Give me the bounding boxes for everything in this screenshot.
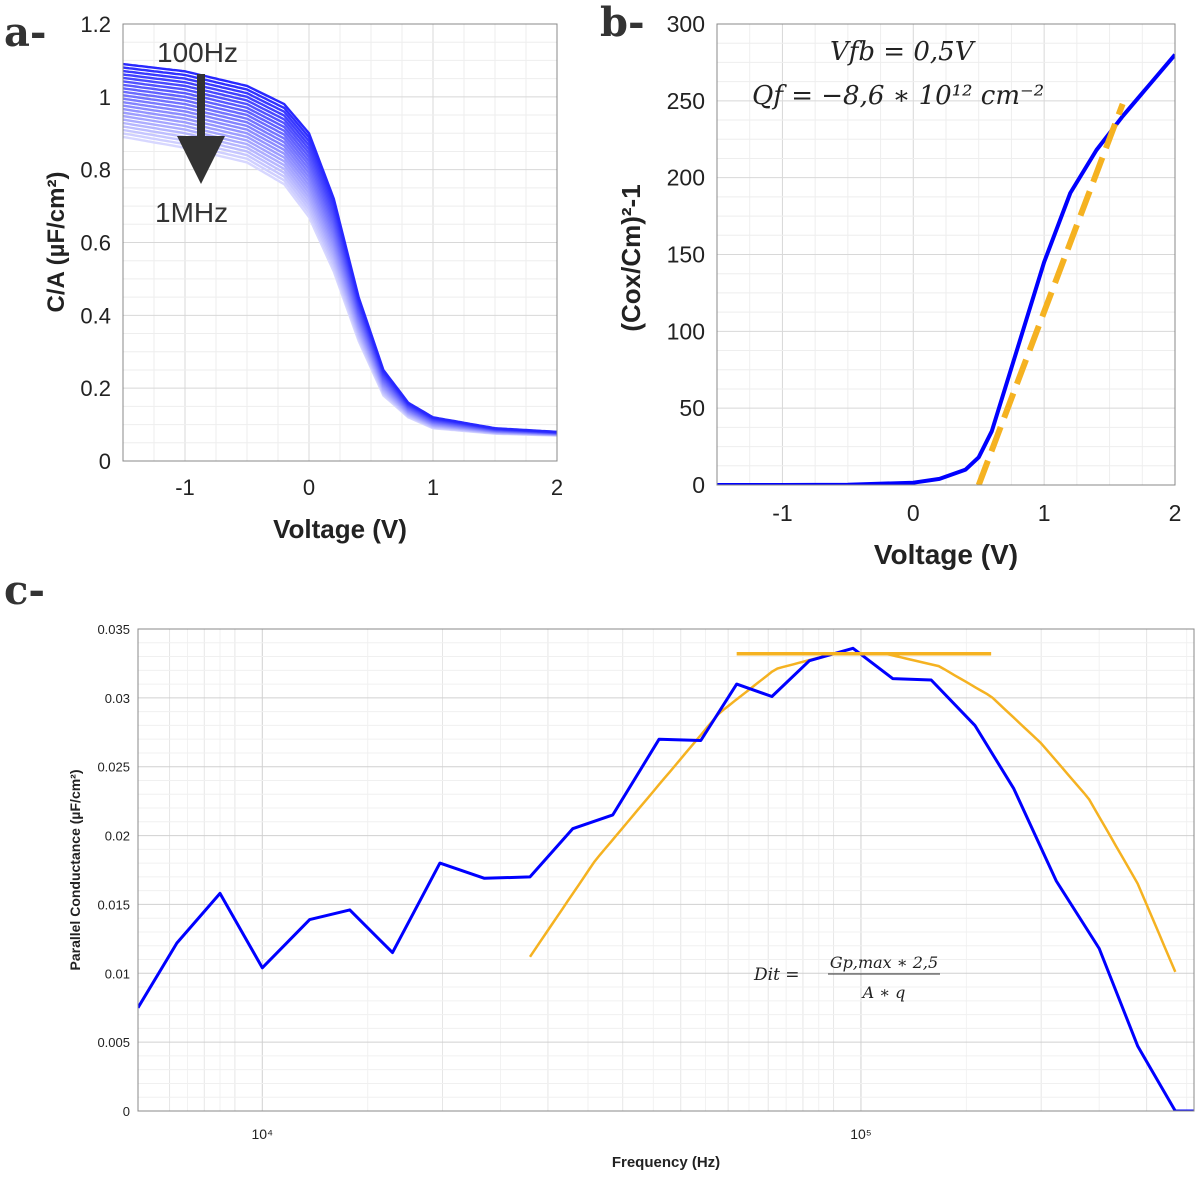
chart-c-ytick-label: 0.015 — [97, 897, 130, 912]
chart-a-ytick-label: 0.8 — [80, 158, 111, 183]
chart-c-formula-lhs: Dit = — [753, 965, 800, 985]
chart-b-xtick-label: 1 — [1038, 500, 1051, 526]
chart-b-ytick-label: 100 — [667, 318, 705, 344]
chart-b-xtick-label: 2 — [1169, 500, 1182, 526]
chart-a-curve — [123, 62, 557, 434]
chart-b-ytick-label: 50 — [679, 395, 705, 421]
chart-b-equation-qf: Qf = −8,6 ∗ 10¹² cm⁻² — [752, 81, 1044, 111]
chart-b-ytick-label: 300 — [667, 11, 705, 37]
chart-a-xtick-label: 1 — [427, 475, 439, 500]
chart-c-ylabel: Parallel Conductance (µF/cm²) — [67, 770, 83, 971]
chart-b-equation-vfb: Vfb = 0,5V — [830, 37, 976, 67]
chart-c-lines — [138, 646, 1194, 1111]
chart-a-grid — [122, 23, 558, 462]
chart-b-xtick-label: -1 — [772, 500, 792, 526]
chart-a-annotation-100hz: 100Hz — [157, 37, 238, 68]
chart-a-xlabel: Voltage (V) — [273, 514, 407, 544]
chart-b-ylabel: (Cox/Cm)²-1 — [616, 184, 646, 331]
chart-a-xtick-label: 0 — [303, 475, 315, 500]
chart-c-formula-numerator: Gp,max ∗ 2,5 — [830, 953, 938, 972]
chart-a-xtick-label: -1 — [175, 475, 195, 500]
chart-a-annotation-1mhz: 1MHz — [155, 197, 228, 228]
chart-c-formula-denominator: A ∗ q — [861, 983, 906, 1002]
chart-b-ytick-label: 150 — [667, 242, 705, 268]
panel-a-label: a- — [4, 9, 47, 56]
chart-a-ytick-label: 1.2 — [80, 12, 111, 37]
chart-a-ytick-label: 0.2 — [80, 376, 111, 401]
chart-a-xtick-label: 2 — [551, 475, 563, 500]
chart-c-ytick-label: 0.025 — [97, 760, 130, 775]
chart-b: -1 0 1 2 0 50 100 150 200 250 300 Voltage (V) (Cox… — [616, 11, 1181, 570]
chart-c-fit-curve — [528, 652, 1177, 973]
chart-c-grid — [138, 628, 1194, 1112]
chart-a-ylabel: C/A (µF/cm²) — [43, 172, 70, 313]
chart-c-ytick-label: 0.005 — [97, 1035, 130, 1050]
chart-c-ytick-label: 0.01 — [105, 966, 130, 981]
chart-c-series-line — [138, 646, 1194, 1111]
chart-c-xtick-label: 10⁴ — [251, 1126, 273, 1142]
chart-a: -1 0 1 2 0 0.2 0.4 0.6 0.8 1 1.2 Voltage (V) C/A (… — [43, 12, 563, 544]
chart-b-xlabel: Voltage (V) — [874, 539, 1018, 570]
chart-c-ytick-label: 0 — [123, 1104, 130, 1119]
chart-c-xlabel: Frequency (Hz) — [612, 1154, 720, 1171]
chart-a-ticks: -1 0 1 2 0 0.2 0.4 0.6 0.8 1 1.2 — [80, 12, 563, 500]
chart-c-ytick-label: 0.03 — [105, 691, 130, 706]
chart-c: 10⁴ 10⁵00.0050.010.0150.020.0250.030.035 … — [67, 622, 1195, 1171]
chart-b-ytick-label: 200 — [667, 165, 705, 191]
chart-c-ytick-label: 0.035 — [97, 622, 130, 637]
chart-b-ticks: -1 0 1 2 0 50 100 150 200 250 300 — [667, 11, 1182, 526]
panel-c-label: c- — [4, 567, 45, 614]
chart-b-frame — [716, 23, 1176, 486]
chart-a-ytick-label: 0.4 — [80, 303, 111, 328]
chart-a-ytick-label: 1 — [99, 85, 111, 110]
chart-a-ytick-label: 0 — [99, 449, 111, 474]
chart-a-ytick-label: 0.6 — [80, 231, 111, 256]
chart-c-formula: Dit = Gp,max ∗ 2,5 A ∗ q — [753, 953, 940, 1002]
chart-c-ytick-label: 0.02 — [105, 829, 130, 844]
chart-b-ytick-label: 0 — [692, 472, 705, 498]
panel-b-label: b- — [600, 0, 645, 46]
chart-c-frame — [137, 628, 1195, 1112]
chart-c-ticks: 10⁴ 10⁵ 0 0.005 0.01 0.015 0.02 0.025 0.03 0.035 — [97, 622, 871, 1142]
chart-b-lines — [717, 53, 1175, 485]
chart-b-xtick-label: 0 — [907, 500, 920, 526]
chart-c-xtick-label: 10⁵ — [850, 1126, 871, 1142]
chart-b-ytick-label: 250 — [667, 88, 705, 114]
chart-a-frame — [122, 23, 558, 462]
chart-b-fit-line — [975, 102, 1126, 485]
